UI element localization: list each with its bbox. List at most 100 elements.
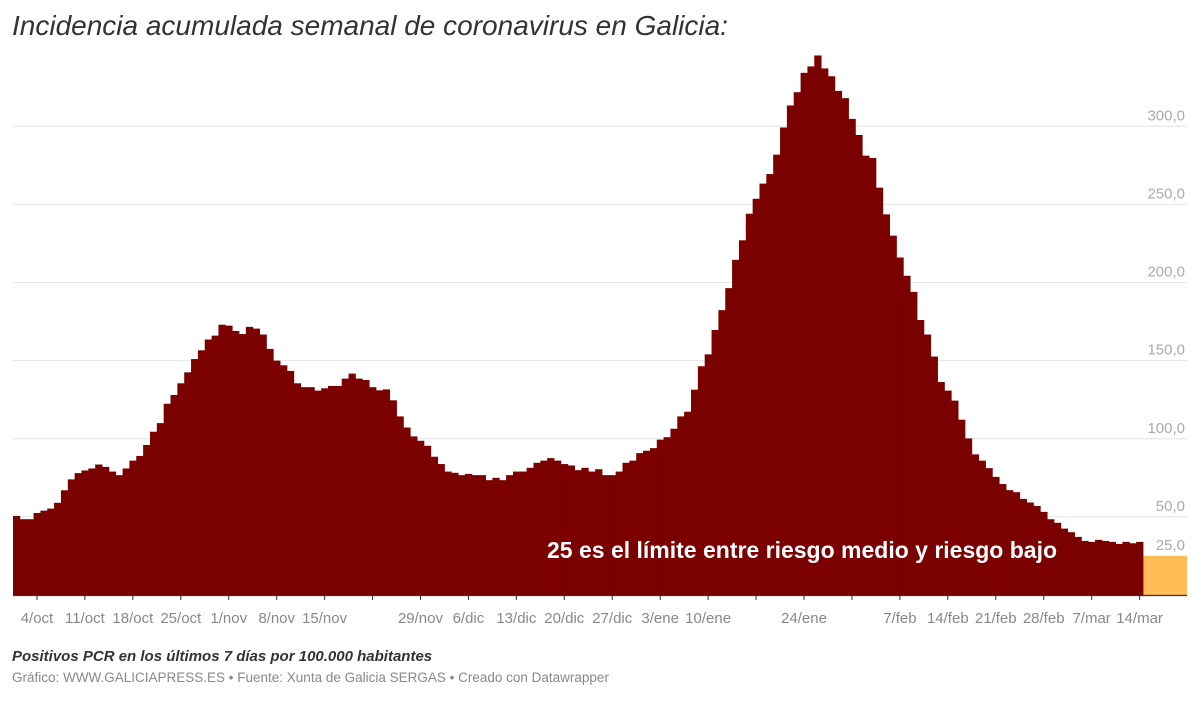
bar (143, 445, 151, 595)
bar (560, 464, 569, 595)
bar (115, 475, 123, 595)
bar (177, 383, 185, 595)
bar (218, 324, 226, 595)
x-tick-label: 21/feb (975, 610, 1017, 627)
bar (211, 335, 219, 596)
bar (54, 502, 62, 595)
bar (437, 464, 445, 595)
bar (273, 360, 281, 596)
y-tick-label: 50,0 (1156, 498, 1185, 515)
chart-title: Incidencia acumulada semanal de coronavi… (12, 10, 728, 41)
bar (403, 427, 411, 595)
bar (800, 72, 808, 595)
bar (677, 416, 685, 595)
bar (245, 326, 254, 596)
bar (697, 366, 706, 595)
bar (478, 475, 486, 595)
bar (300, 387, 308, 595)
bar (369, 387, 377, 595)
bar (999, 484, 1007, 595)
bar (567, 465, 575, 595)
bar (191, 359, 199, 595)
bar (691, 389, 699, 595)
x-tick-label: 24/ene (781, 610, 827, 627)
bar (60, 490, 69, 595)
x-tick-label: 13/dic (496, 610, 537, 627)
bar (252, 328, 260, 595)
bar (47, 508, 55, 595)
bar (280, 365, 288, 595)
bar (752, 198, 760, 595)
bar (1006, 490, 1014, 595)
bar (1019, 498, 1027, 595)
bar (1047, 519, 1055, 595)
bar (293, 383, 302, 595)
x-tick-label: 6/dic (453, 610, 485, 627)
bar (1012, 492, 1021, 595)
y-axis-labels: 300,0 250,0 200,0 150,0 100,0 50,0 25,0 (1147, 107, 1185, 554)
bar (601, 475, 610, 595)
bar (896, 257, 904, 595)
bar (458, 475, 466, 595)
bar (533, 462, 541, 595)
x-tick-label: 3/ene (641, 610, 679, 627)
y-tick-label: 150,0 (1147, 342, 1185, 359)
bar (1101, 540, 1110, 595)
bar (1108, 541, 1117, 596)
bar (314, 390, 322, 596)
bar (595, 469, 603, 595)
bar (636, 453, 644, 596)
y-tick-label: 200,0 (1147, 264, 1185, 281)
bar (903, 275, 911, 595)
bar (286, 370, 295, 595)
bar (882, 214, 891, 596)
bar (122, 468, 130, 595)
bar (711, 330, 719, 595)
x-tick-label: 27/dic (592, 610, 633, 627)
bar (738, 240, 747, 595)
x-tick-label: 11/oct (65, 610, 106, 627)
bar (197, 350, 206, 595)
bar (67, 479, 76, 596)
x-tick-label: 7/feb (883, 610, 916, 627)
bar (307, 387, 315, 595)
bar (1074, 536, 1082, 596)
bar (917, 320, 925, 595)
bars (13, 55, 1144, 596)
bar (773, 154, 781, 595)
bar (855, 135, 863, 595)
bar (40, 510, 48, 596)
bar (1067, 532, 1075, 595)
x-tick-label: 29/nov (398, 610, 444, 627)
bar (615, 471, 623, 595)
bar (266, 348, 274, 595)
bar (985, 468, 993, 596)
bar (643, 450, 651, 595)
chart-note: Positivos PCR en los últimos 7 días por … (12, 648, 433, 665)
bar (862, 155, 870, 596)
bar (341, 378, 349, 595)
chart-area: 300,0 250,0 200,0 150,0 100,0 50,0 25,0 4/oct 1… (13, 55, 1187, 627)
y-tick-label: 100,0 (1147, 420, 1185, 437)
x-tick-label: 15/nov (302, 610, 348, 627)
bar (382, 389, 391, 596)
bar (910, 291, 918, 596)
bar (869, 157, 877, 595)
bar (937, 382, 945, 595)
x-tick-label: 20/dic (544, 610, 585, 627)
bar (430, 456, 439, 595)
bar (417, 440, 425, 595)
bar (780, 127, 788, 595)
bar (410, 436, 418, 595)
bar (13, 515, 21, 595)
bar (992, 476, 1000, 595)
x-tick-label: 8/nov (258, 610, 295, 627)
bar (834, 90, 843, 595)
bar (334, 385, 343, 595)
bar (471, 475, 480, 595)
chart-credit: Gráfico: WWW.GALICIAPRESS.ES • Fuente: X… (12, 670, 609, 685)
bar (465, 473, 473, 595)
bar (102, 466, 110, 596)
bar (321, 388, 329, 595)
y-tick-label: 25,0 (1156, 537, 1185, 554)
